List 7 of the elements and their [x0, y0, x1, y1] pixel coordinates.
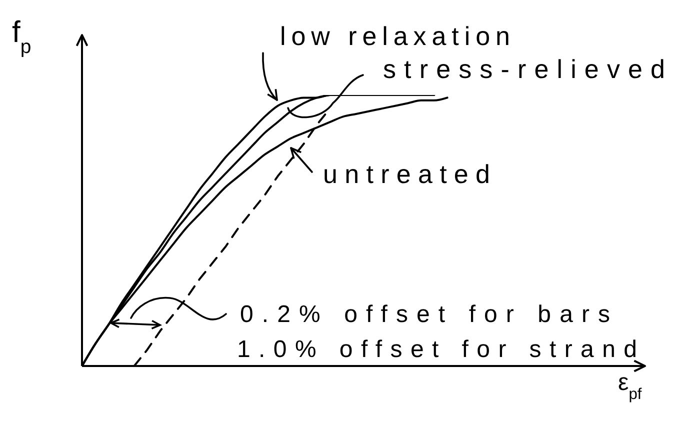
annotation: 1.0% offset for strand: [237, 336, 637, 363]
annotation: 0.2% offset for bars: [240, 301, 610, 328]
y-axis-title: f$_{p}$: [12, 16, 32, 58]
legend-label: untreated: [323, 159, 490, 189]
series-label: low relaxation: [280, 21, 510, 51]
x-axis-title: ε$_{pf}$: [618, 369, 642, 402]
text: stress-relieved: [383, 54, 665, 84]
